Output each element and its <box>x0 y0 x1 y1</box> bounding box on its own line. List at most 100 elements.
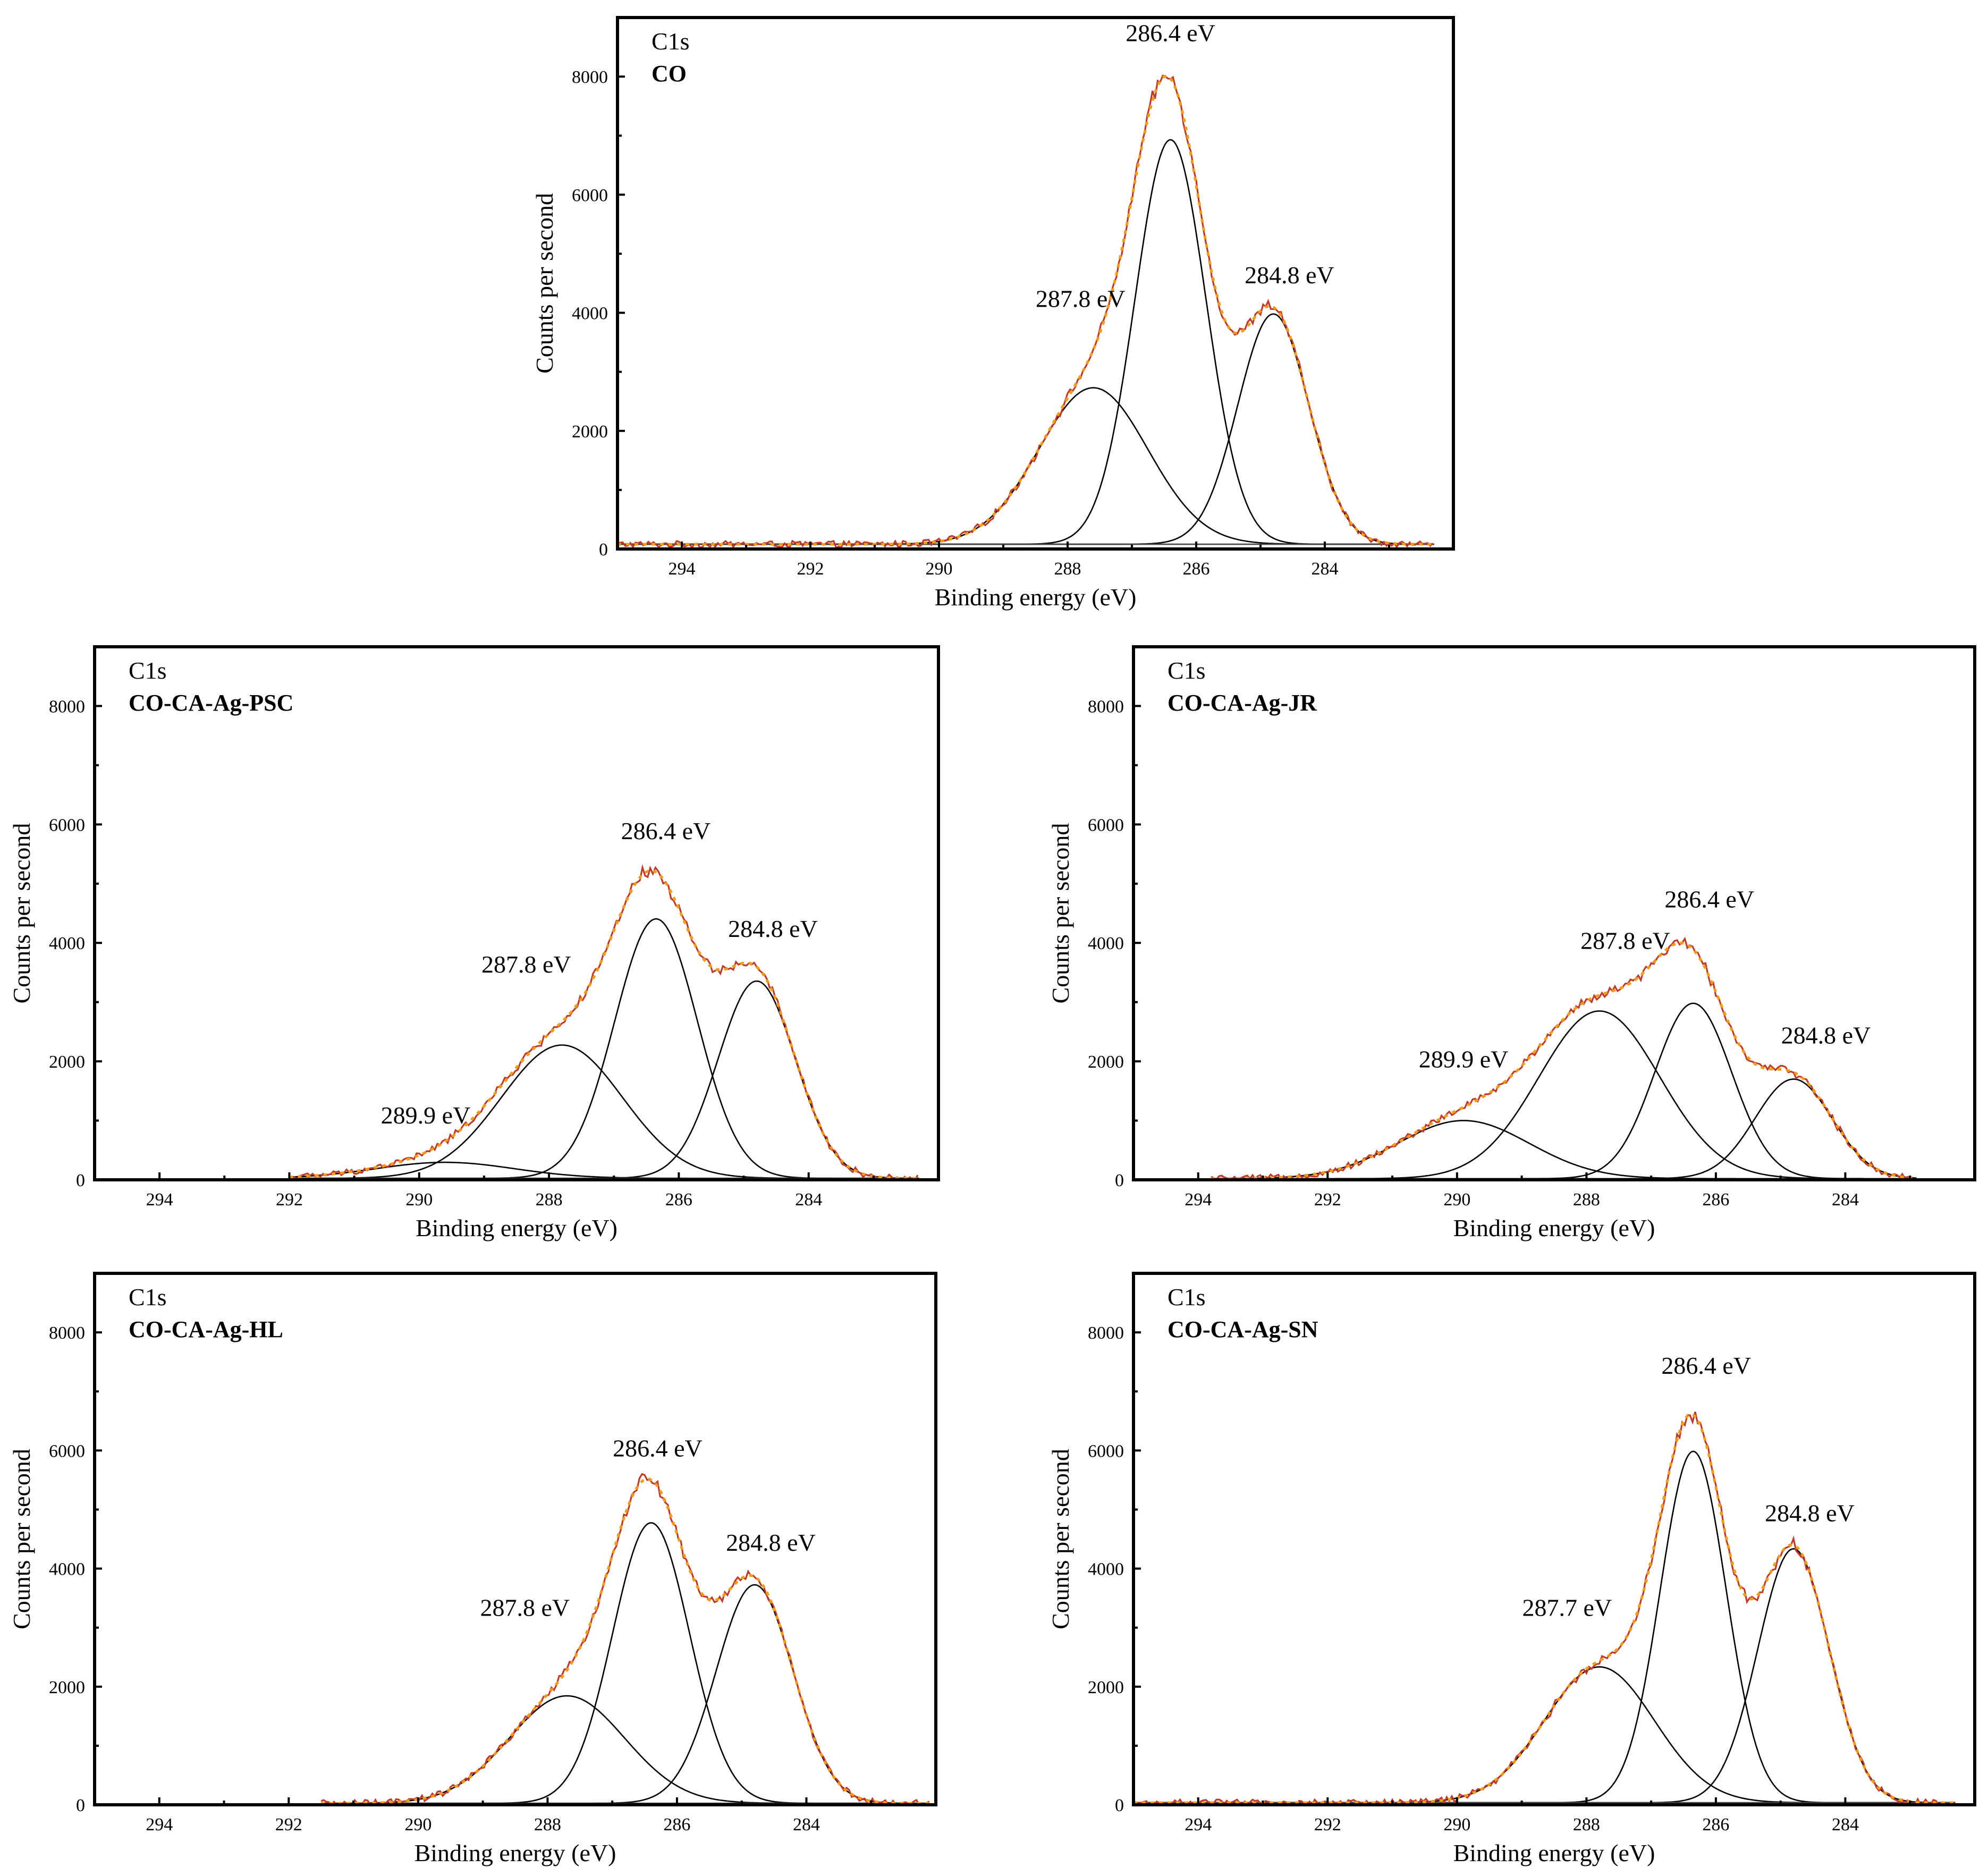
x-tick-label: 294 <box>146 1815 173 1835</box>
peak-label: 289.9 eV <box>381 1102 471 1129</box>
y-tick-label: 2000 <box>49 1678 85 1697</box>
x-tick-label: 288 <box>534 1815 561 1835</box>
panel-element-label: C1s <box>1168 1283 1206 1311</box>
fitted-envelope-line <box>1211 941 1917 1180</box>
peak-label: 289.9 eV <box>1419 1045 1509 1072</box>
y-tick-label: 6000 <box>572 185 608 205</box>
x-tick-label: 286 <box>663 1815 690 1835</box>
x-tick-label: 286 <box>1183 559 1210 579</box>
component-peak-289-9-eV <box>1211 1120 1917 1180</box>
y-tick-label: 0 <box>76 1171 85 1190</box>
y-axis-label: Counts per second <box>1047 1449 1074 1629</box>
y-tick-label: 8000 <box>49 1323 85 1343</box>
x-tick-label: 292 <box>276 1190 303 1210</box>
x-tick-label: 286 <box>665 1190 692 1210</box>
x-tick-label: 288 <box>1054 559 1081 579</box>
xps-panel-3: 294 292 290 288 286 284 0 2000 4000 6000 8000 Bindi… <box>1047 645 1976 1241</box>
y-tick-label: 4000 <box>49 1560 85 1579</box>
fitted-envelope-line <box>617 74 1434 546</box>
component-peak-284-8-eV <box>321 1584 929 1804</box>
peak-label: 287.8 eV <box>1036 285 1126 312</box>
peak-label: 286.4 eV <box>1664 885 1754 912</box>
plot-frame <box>1132 645 1976 1181</box>
x-tick-label: 294 <box>1185 1190 1212 1210</box>
plot-frame <box>93 1272 937 1806</box>
xps-panel-4: 294 292 290 288 286 284 0 2000 4000 6000 8000 Bindi… <box>8 1272 937 1866</box>
x-axis-label: Binding energy (eV) <box>1453 1214 1655 1241</box>
y-tick-label: 6000 <box>49 1441 85 1461</box>
xps-panel-5: 294 292 290 288 286 284 0 2000 4000 6000 8000 Bindi… <box>1047 1272 1976 1866</box>
plot-frame <box>616 16 1455 551</box>
x-axis-label: Binding energy (eV) <box>416 1214 617 1241</box>
y-tick-label: 2000 <box>572 422 608 442</box>
x-tick-label: 294 <box>669 559 696 579</box>
y-tick-label: 6000 <box>1088 815 1124 835</box>
panel-element-label: C1s <box>1168 657 1206 684</box>
x-tick-label: 294 <box>146 1190 173 1210</box>
x-tick-label: 286 <box>1702 1815 1729 1835</box>
panel-sample-label: CO <box>652 61 687 87</box>
x-axis-label: Binding energy (eV) <box>1453 1839 1655 1866</box>
component-peak-286-4-eV <box>617 139 1434 545</box>
panel-element-label: C1s <box>652 28 690 55</box>
x-tick-label: 290 <box>1443 1190 1470 1210</box>
panel-sample-label: CO-CA-Ag-HL <box>129 1316 283 1342</box>
y-tick-label: 4000 <box>1088 934 1124 953</box>
fitted-envelope-line <box>289 869 919 1180</box>
x-axis-label: Binding energy (eV) <box>935 584 1137 611</box>
component-peak-287-8-eV <box>321 1695 929 1804</box>
peak-label: 287.8 eV <box>481 951 571 978</box>
peak-label: 286.4 eV <box>1126 19 1215 46</box>
plot-area <box>617 74 1434 549</box>
y-tick-label: 8000 <box>1088 1323 1124 1343</box>
panel-sample-label: CO-CA-Ag-JR <box>1168 690 1317 716</box>
x-tick-label: 284 <box>793 1815 820 1835</box>
x-tick-label: 288 <box>1573 1815 1600 1835</box>
x-tick-label: 288 <box>1573 1190 1600 1210</box>
peak-label: 287.8 eV <box>1580 927 1670 954</box>
peak-label: 286.4 eV <box>621 817 711 844</box>
component-peak-284-8-eV <box>289 980 919 1179</box>
y-axis-label: Counts per second <box>8 823 35 1004</box>
component-peak-284-8-eV <box>1133 1548 1956 1804</box>
peak-label: 284.8 eV <box>1245 261 1334 289</box>
panel-element-label: C1s <box>129 657 167 684</box>
xps-panel-1: 294 292 290 288 286 284 0 2000 4000 6000 8000 Bindi… <box>531 16 1455 611</box>
peak-label: 286.4 eV <box>1661 1352 1751 1379</box>
y-tick-label: 0 <box>76 1796 85 1815</box>
x-tick-label: 290 <box>404 1815 432 1835</box>
plot-area <box>1211 936 1917 1180</box>
x-tick-label: 284 <box>1832 1190 1859 1210</box>
y-axis-label: Counts per second <box>531 193 558 374</box>
peak-label: 284.8 eV <box>1781 1022 1871 1049</box>
component-peak-286-4-eV <box>321 1522 929 1804</box>
fitted-envelope-line <box>1133 1413 1956 1804</box>
x-tick-label: 292 <box>1314 1815 1341 1835</box>
x-tick-label: 288 <box>536 1190 563 1210</box>
peak-label: 284.8 eV <box>1765 1500 1855 1527</box>
y-tick-label: 0 <box>599 540 608 560</box>
raw-spectrum-line <box>1211 936 1916 1180</box>
y-tick-label: 8000 <box>1088 697 1124 716</box>
panel-sample-label: CO-CA-Ag-SN <box>1168 1316 1318 1342</box>
y-tick-label: 2000 <box>49 1052 85 1072</box>
plot-area <box>289 864 919 1180</box>
component-peak-284-8-eV <box>1211 1078 1917 1180</box>
plot-frame <box>1132 1272 1976 1806</box>
component-peak-287-7-eV <box>1133 1666 1956 1804</box>
panel-element-label: C1s <box>129 1283 167 1311</box>
x-tick-label: 292 <box>1314 1190 1341 1210</box>
x-tick-label: 284 <box>795 1190 822 1210</box>
panel-sample-label: CO-CA-Ag-PSC <box>129 690 293 716</box>
y-tick-label: 0 <box>1115 1796 1124 1815</box>
plot-frame <box>93 645 940 1181</box>
y-tick-label: 2000 <box>1088 1678 1124 1697</box>
x-axis-label: Binding energy (eV) <box>414 1839 616 1866</box>
x-tick-label: 292 <box>797 559 824 579</box>
x-tick-label: 284 <box>1832 1815 1859 1835</box>
y-tick-label: 6000 <box>49 815 85 835</box>
x-tick-label: 290 <box>405 1190 433 1210</box>
peak-label: 287.7 eV <box>1522 1594 1612 1621</box>
peak-label: 287.8 eV <box>480 1594 570 1621</box>
